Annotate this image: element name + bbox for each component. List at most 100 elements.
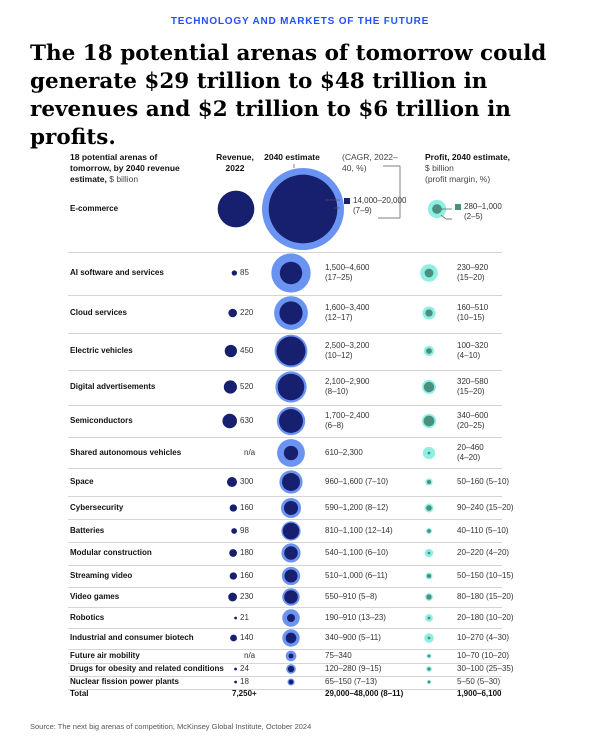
profit-low-bubble <box>426 348 432 354</box>
estimate-range: 540–1,100 <box>325 548 363 557</box>
profit-range-margin: 50–160 (5–10) <box>457 477 509 487</box>
row-divider <box>68 468 502 469</box>
estimate-range-cagr: 510–1,000 (6–11) <box>325 571 388 581</box>
row-label: Nuclear fission power plants <box>70 677 179 686</box>
estimate-low-bubble <box>279 301 303 325</box>
estimate-low-bubble <box>284 546 298 560</box>
row-label: AI software and services <box>70 268 164 277</box>
profit-range-margin: 10–270 (4–30) <box>457 633 509 643</box>
profit-range-margin: 5–50 (5–30) <box>457 677 500 687</box>
profit-range: 230–920 <box>457 263 489 272</box>
cagr-bracket <box>378 165 401 219</box>
ecommerce-cagr: (7–9) <box>353 206 372 215</box>
estimate-low-bubble <box>284 590 298 604</box>
estimate-range: 1,500–4,600 <box>325 263 370 272</box>
estimate-range: 120–280 <box>325 664 357 673</box>
estimate-low-bubble <box>282 522 300 540</box>
row-divider <box>68 496 502 497</box>
revenue-2022-bubble <box>231 270 238 276</box>
profit-range: 320–580 <box>457 377 489 386</box>
revenue-2022-label: 520 <box>240 382 254 391</box>
estimate-range: 190–910 <box>325 613 357 622</box>
revenue-2022-bubble <box>222 413 237 429</box>
profit-low-bubble <box>427 667 431 671</box>
revenue-2022-label: 630 <box>240 416 254 425</box>
header-arenas: 18 potential arenas of tomorrow, by 2040… <box>70 152 180 184</box>
estimate-cagr: (7–10) <box>365 477 389 486</box>
total-revenue: 7,250+ <box>232 689 257 698</box>
profit-range: 20–220 <box>457 548 484 557</box>
profit-range: 50–150 <box>457 571 484 580</box>
estimate-range: 2,500–3,200 <box>325 341 370 350</box>
revenue-2022-label: 160 <box>240 503 254 512</box>
estimate-low-bubble <box>276 336 306 366</box>
estimate-range-cagr: 550–910 (5–8) <box>325 592 377 602</box>
revenue-2022-label: n/a <box>244 651 256 660</box>
profit-margin: (4–20) <box>457 453 481 462</box>
profit-margin: (10–15) <box>485 571 514 580</box>
profit-range-margin: 80–180 (15–20) <box>457 592 514 602</box>
profit-range: 20–180 <box>457 613 484 622</box>
profit-range: 20–460 <box>457 443 484 452</box>
estimate-range: 510–1,000 <box>325 571 363 580</box>
row-label: Industrial and consumer biotech <box>70 633 194 642</box>
profit-low-bubble <box>427 551 431 555</box>
estimate-cagr: (6–11) <box>365 571 388 580</box>
estimate-range: 340–900 <box>325 633 357 642</box>
revenue-2022-label: 21 <box>240 613 249 622</box>
profit-margin: (4–20) <box>485 548 510 557</box>
revenue-2022-label: 98 <box>240 526 249 535</box>
estimate-range: 590–1,200 <box>325 503 363 512</box>
row-label: Cloud services <box>70 308 127 317</box>
revenue-2022-label: 230 <box>240 592 254 601</box>
revenue-2022-label: 220 <box>240 308 254 317</box>
profit-range-margin: 20–220 (4–20) <box>457 548 509 558</box>
row-divider <box>68 519 502 520</box>
estimate-range-cagr: 590–1,200 (8–12) <box>325 503 388 513</box>
revenue-2022-bubble <box>229 549 237 557</box>
row-divider <box>68 689 502 690</box>
estimate-range: 610–2,300 <box>325 448 363 457</box>
profit-low-bubble <box>427 636 431 640</box>
row-divider <box>68 649 502 650</box>
revenue-2022-bubble <box>229 572 237 580</box>
profit-low-bubble <box>427 680 431 684</box>
revenue-2022-label: 24 <box>240 664 249 673</box>
total-label: Total <box>70 689 89 698</box>
estimate-cagr: (12–17) <box>325 313 353 322</box>
ecommerce-estimate: 14,000–20,000 <box>353 196 407 205</box>
profit-range: 50–160 <box>457 477 484 486</box>
revenue-2022-label: n/a <box>244 448 256 457</box>
kicker: TECHNOLOGY AND MARKETS OF THE FUTURE <box>170 16 430 27</box>
revenue-2022-bubble <box>226 476 237 488</box>
estimate-range-cagr: 120–280 (9–15) <box>325 664 382 674</box>
total-estimate: 29,000–48,000 (8–11) <box>325 689 404 698</box>
estimate-range-cagr: 340–900 (5–11) <box>325 633 381 643</box>
row-divider <box>68 628 502 629</box>
revenue-2022-bubble <box>217 190 255 228</box>
revenue-2022-label: 300 <box>240 477 254 486</box>
estimate-low-swatch <box>344 197 350 204</box>
header-estimate-2040: 2040 estimate <box>264 152 320 162</box>
estimate-low-bubble <box>268 174 338 244</box>
estimate-range-cagr: 65–150 (7–13) <box>325 677 377 687</box>
row-label: Shared autonomous vehicles <box>70 448 182 457</box>
revenue-2022-bubble <box>229 504 237 512</box>
revenue-2022-label: 140 <box>240 633 254 642</box>
profit-range-margin: 10–70 (10–20) <box>457 651 509 661</box>
row-divider <box>68 542 502 543</box>
profit-low-bubble <box>432 204 442 214</box>
estimate-range-cagr: 960–1,600 (7–10) <box>325 477 388 487</box>
profit-range-margin: 30–100 (25–35) <box>457 664 514 674</box>
estimate-range: 960–1,600 <box>325 477 363 486</box>
row-label: Streaming video <box>70 571 133 580</box>
revenue-2022-label: 180 <box>240 548 254 557</box>
profit-margin: (25–35) <box>485 664 514 673</box>
revenue-2022-bubble <box>224 344 237 358</box>
profit-low-bubble <box>426 505 432 511</box>
profit-range: 10–70 <box>457 651 480 660</box>
row-label: Video games <box>70 592 120 601</box>
profit-low-bubble <box>426 573 432 579</box>
profit-range-margin: 50–150 (10–15) <box>457 571 514 581</box>
